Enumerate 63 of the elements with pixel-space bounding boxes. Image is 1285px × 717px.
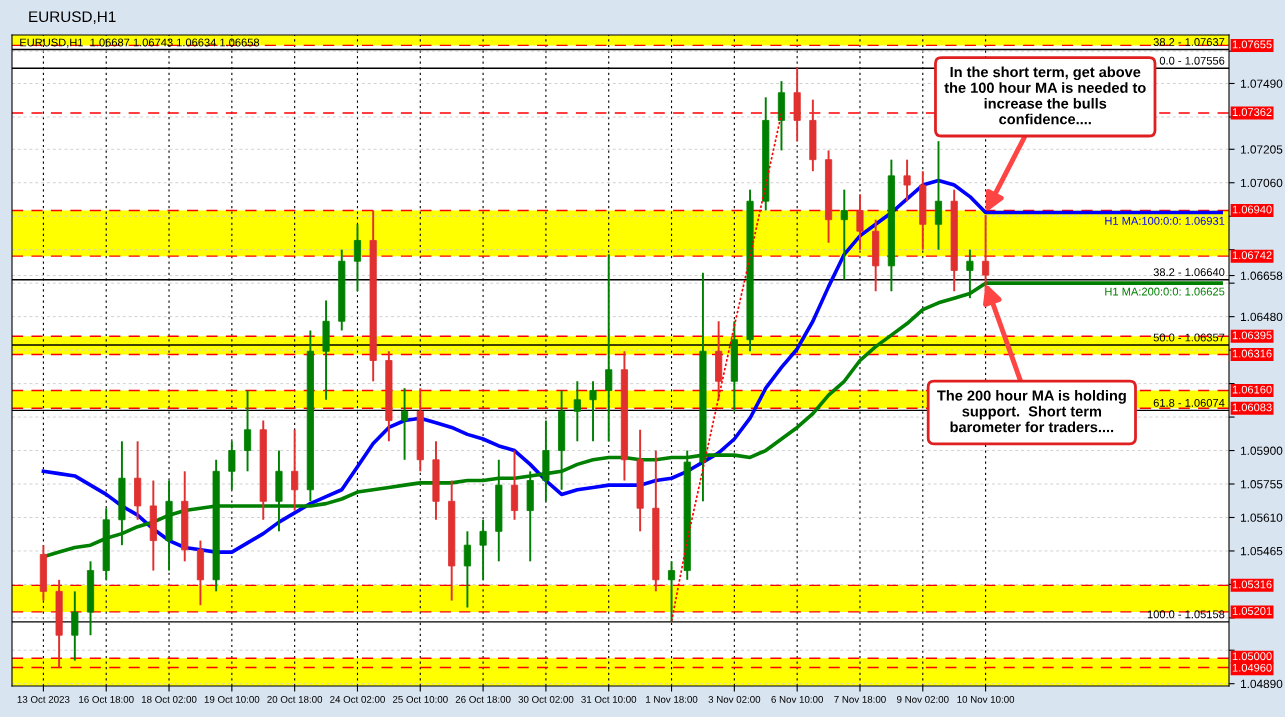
candlestick <box>903 158 911 203</box>
candlestick <box>856 193 864 251</box>
ref-line-label: 1.05000 <box>1232 652 1272 661</box>
candlestick <box>605 253 613 443</box>
x-tick-label: 25 Oct 10:00 <box>392 695 448 703</box>
ref-line-label: 1.07362 <box>1232 108 1272 117</box>
annotation: 61.8 - 1.06074 <box>1153 398 1225 407</box>
y-tick-label: 1.05900 <box>1241 446 1283 455</box>
ref-line-label: 1.06742 <box>1232 251 1272 260</box>
x-tick-label: 18 Oct 02:00 <box>141 695 197 703</box>
ref-line-label: 1.06940 <box>1232 205 1272 214</box>
x-tick-label: 7 Nov 18:00 <box>834 695 886 703</box>
ref-line-label: 1.07655 <box>1232 40 1272 49</box>
series-label: H1 MA:200:0:0: 1.06625 <box>1105 287 1225 296</box>
candlestick <box>934 140 943 251</box>
x-tick-label: 24 Oct 02:00 <box>330 695 385 703</box>
annotation: In the short term, get above the 100 hour MA is needed to increase the bulls confidence.... <box>944 66 1146 125</box>
x-tick-label: 20 Oct 18:00 <box>267 695 323 703</box>
x-tick-label: 1 Nov 18:00 <box>646 695 698 703</box>
chart-title: EURUSD,H1 <box>29 11 116 24</box>
x-tick-label: 31 Oct 10:00 <box>581 695 637 703</box>
candlestick <box>573 380 581 443</box>
y-tick-label: 1.06480 <box>1241 312 1283 322</box>
annotation: 100.0 - 1.05158 <box>1147 610 1225 619</box>
x-tick-label: 3 Nov 02:00 <box>708 695 761 703</box>
annotation: 0.0 - 1.07556 <box>1159 56 1225 65</box>
y-tick-label: 1.07205 <box>1241 145 1283 154</box>
x-tick-label: 16 Oct 18:00 <box>79 695 134 703</box>
y-tick-label: 1.05610 <box>1241 513 1283 522</box>
ref-line-label: 1.06083 <box>1232 403 1272 412</box>
y-tick-label: 1.07060 <box>1241 178 1283 188</box>
candlestick <box>589 380 597 443</box>
y-tick-label: 1.06658 <box>1241 271 1283 280</box>
candlestick <box>243 389 252 473</box>
candlestick <box>401 387 409 461</box>
ref-line-label: 1.05201 <box>1232 607 1272 615</box>
y-tick-label: 1.07490 <box>1241 79 1283 88</box>
ref-line-label: 1.05316 <box>1232 580 1272 589</box>
x-tick-label: 30 Oct 02:00 <box>518 695 574 703</box>
x-tick-label: 19 Oct 10:00 <box>204 695 260 703</box>
series-label: H1 MA:100:0:0: 1.06931 <box>1105 216 1225 225</box>
candlestick <box>291 428 299 512</box>
candlestick <box>71 590 79 662</box>
y-tick-label: 1.05465 <box>1241 546 1283 556</box>
candlestick <box>463 530 471 609</box>
annotation: 38.2 - 1.06640 <box>1153 268 1225 277</box>
candlestick <box>228 440 236 491</box>
x-tick-label: 26 Oct 18:00 <box>455 695 511 703</box>
candlestick <box>479 518 487 581</box>
annotation: 38.2 - 1.07637 <box>1153 38 1225 46</box>
x-tick-label: 9 Nov 02:00 <box>897 695 949 703</box>
y-tick-label: 1.05755 <box>1241 480 1283 489</box>
x-tick-label: 10 Nov 10:00 <box>957 695 1015 703</box>
ref-line-label: 1.06160 <box>1232 385 1272 394</box>
ref-line-label: 1.04960 <box>1232 663 1272 672</box>
annotation: The 200 hour MA is holding support. Short term barometer for traders.... <box>937 390 1126 433</box>
x-tick-label: 6 Nov 10:00 <box>771 695 823 703</box>
candlestick <box>353 223 362 293</box>
y-tick-label: 1.04890 <box>1241 679 1283 689</box>
candlestick <box>840 188 848 281</box>
x-tick-label: 13 Oct 2023 <box>17 695 70 703</box>
ref-line-label: 1.06395 <box>1232 331 1272 340</box>
ref-line-label: 1.06316 <box>1232 349 1272 358</box>
